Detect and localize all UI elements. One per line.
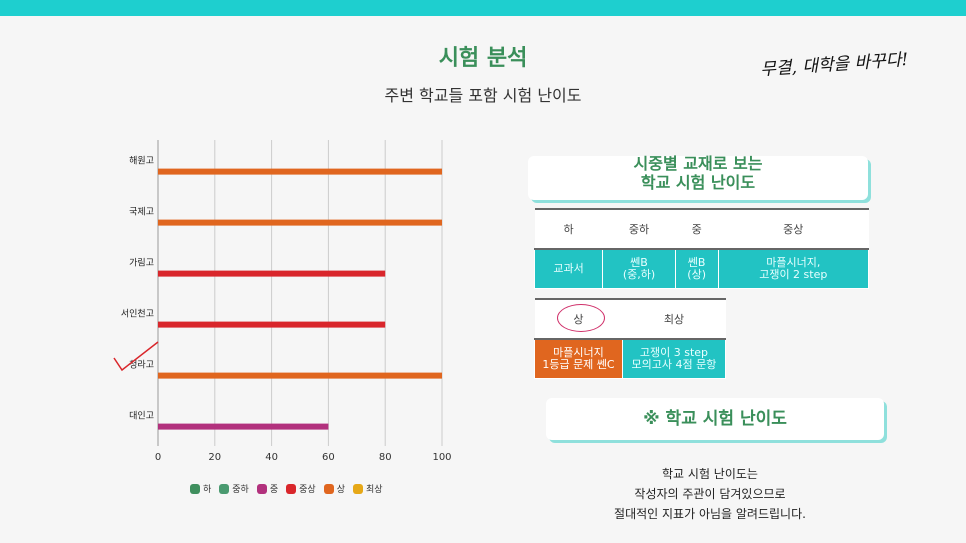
note-line: 작성자의 주관이 담겨있으므로 (634, 487, 786, 501)
x-tick-label: 20 (208, 452, 221, 463)
legend-item: 중하 (219, 482, 249, 495)
table-cell: 쎈B (중,하) (602, 248, 676, 289)
x-tick-label: 80 (379, 452, 392, 463)
header-cell: 중 (675, 208, 719, 250)
x-tick-label: 0 (155, 452, 161, 463)
table-cell: 쎈B (상) (674, 248, 719, 289)
header-cell: 하 (534, 208, 603, 250)
chart-legend: 하 중하 중 중상 상 최상 (190, 482, 383, 495)
legend-swatch (352, 483, 363, 494)
cell-text: 모의고사 4점 문항 (631, 358, 717, 371)
legend-item: 최상 (352, 482, 383, 495)
header-cell: 중상 (718, 208, 869, 250)
legend-item: 하 (190, 482, 211, 495)
category-label: 국제고 (129, 207, 154, 218)
cell-text: (상) (687, 268, 706, 281)
legend-label: 중 (269, 485, 279, 495)
cell-text: 쎈B (687, 256, 706, 269)
x-tick-label: 40 (265, 452, 278, 463)
note-line: 학교 시험 난이도는 (662, 467, 758, 481)
legend-item: 상 (323, 482, 345, 495)
header-cell: 최상 (622, 298, 726, 340)
table-cell: 마플시너지 1등급 문제 쎈C (534, 338, 623, 379)
x-tick-label: 60 (322, 452, 335, 463)
cell-text: 교과서 (553, 262, 584, 275)
table-cell: 교과서 (533, 248, 604, 289)
header-cell: 중하 (602, 208, 676, 250)
check-mark-icon (113, 341, 159, 372)
category-label: 서인천고 (121, 309, 154, 320)
legend-label: 중상 (299, 485, 316, 495)
bar (158, 372, 442, 379)
cell-text: 1등급 문제 쎈C (542, 358, 615, 371)
top-accent-bar (0, 0, 966, 16)
legend-swatch (286, 483, 297, 494)
textbook-panel-title-line1: 시중별 교재로 보는 (633, 154, 763, 173)
cell-text: 쎈B (630, 256, 648, 269)
cell-text: 고쟁이 2 step (759, 268, 828, 281)
bar (158, 270, 386, 277)
legend-label: 중하 (232, 485, 249, 495)
header-cell: 상 (534, 298, 623, 340)
textbook-panel: 시중별 교재로 보는 학교 시험 난이도 (528, 154, 868, 200)
circle-highlight (557, 304, 606, 332)
difficulty-table-1: 하 중하 중 중상 교과서 쎈B (중,하) 쎈B (상) 마플시너지, 고쟁이 2 … (533, 208, 870, 289)
bar (158, 321, 386, 328)
table-cell: 마플시너지, 고쟁이 2 step (717, 248, 870, 289)
legend-swatch (190, 483, 200, 494)
legend-item: 중상 (286, 482, 316, 495)
textbook-panel-title-line2: 학교 시험 난이도 (640, 173, 756, 192)
cell-text: 고쟁이 3 step (639, 346, 709, 359)
legend-swatch (323, 483, 334, 494)
difficulty-table-2: 상 최상 마플시너지 1등급 문제 쎈C 고쟁이 3 step 모의고사 4점 문항 (534, 298, 727, 379)
difficulty-panel: ※ 학교 시험 난이도 (546, 398, 884, 440)
x-tick-label: 100 (432, 452, 451, 463)
bar (158, 219, 442, 226)
category-label: 가림고 (129, 257, 154, 269)
page-subtitle: 주변 학교들 포함 시험 난이도 (384, 86, 582, 105)
legend-swatch (219, 483, 230, 494)
note-line: 절대적인 지표가 아님을 알려드립니다. (614, 507, 806, 521)
category-label: 대인고 (129, 411, 154, 422)
legend-item: 중 (256, 482, 279, 495)
legend-label: 하 (203, 485, 212, 495)
table-cell: 고쟁이 3 step 모의고사 4점 문항 (621, 338, 727, 379)
cell-text: (중,하) (622, 268, 656, 281)
cell-text: 마플시너지 (553, 346, 604, 359)
legend-label: 상 (336, 485, 345, 495)
bar (158, 423, 329, 430)
cell-text: 마플시너지, (766, 256, 821, 269)
legend-label: 최상 (365, 485, 383, 495)
legend-swatch (256, 483, 267, 494)
bar (158, 168, 442, 175)
disclaimer-note: 학교 시험 난이도는 작성자의 주관이 담겨있으므로 절대적인 지표가 아님을 … (560, 464, 860, 524)
category-label: 해원고 (129, 156, 154, 167)
page-title: 시험 분석 (438, 46, 528, 71)
category-label: 청라고 (129, 360, 154, 371)
